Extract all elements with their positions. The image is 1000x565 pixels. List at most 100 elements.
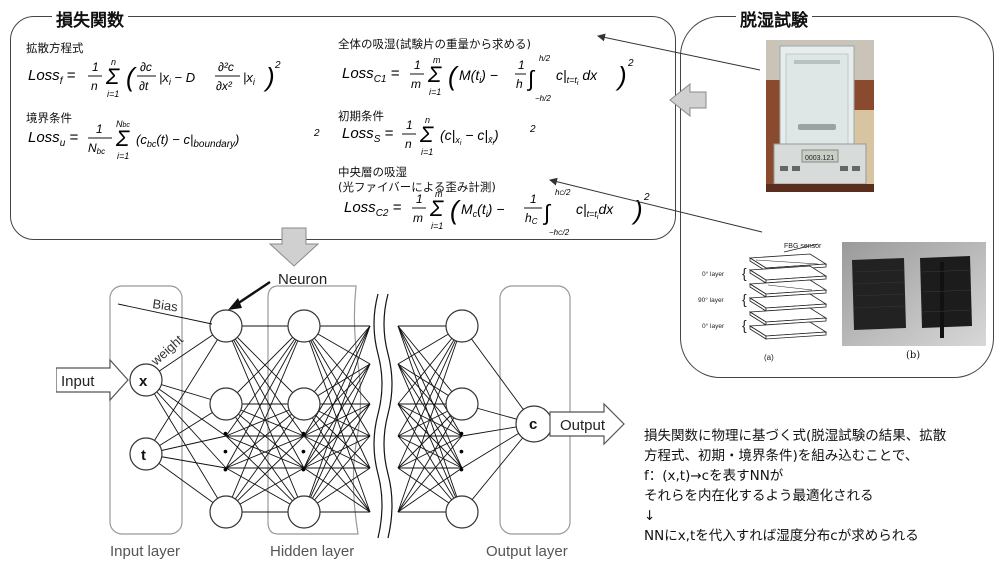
middle-layer-label: 中央層の吸湿 bbox=[338, 165, 407, 179]
ellipsis-dot: • bbox=[223, 425, 228, 441]
caption-a: (a) bbox=[764, 353, 774, 362]
connection-line bbox=[397, 325, 463, 513]
output-arrow bbox=[549, 402, 625, 446]
svg-text:∫: ∫ bbox=[542, 200, 552, 225]
connection-line bbox=[303, 325, 371, 513]
svg-text:i=1: i=1 bbox=[421, 147, 433, 157]
hidden-node bbox=[287, 309, 321, 343]
svg-text:n: n bbox=[425, 115, 430, 125]
svg-text:c|t=tidx: c|t=tidx bbox=[576, 201, 614, 221]
svg-text:2: 2 bbox=[643, 192, 650, 203]
caption-b: (b) bbox=[906, 350, 921, 361]
svg-text:): ) bbox=[615, 61, 627, 91]
svg-text:∂c: ∂c bbox=[140, 60, 152, 74]
specimen-photo bbox=[842, 242, 986, 346]
network-connections bbox=[145, 325, 535, 513]
connection-line bbox=[225, 403, 305, 469]
svg-text:2: 2 bbox=[274, 60, 281, 71]
svg-text:|xi: |xi bbox=[243, 70, 256, 87]
input-t-label: t bbox=[141, 447, 146, 464]
layer-label-top: 0° layer bbox=[702, 270, 725, 278]
connection-line bbox=[461, 423, 535, 513]
svg-text:i=1: i=1 bbox=[107, 89, 119, 99]
diffusion-label: 拡散方程式 bbox=[26, 41, 84, 55]
connection-line bbox=[225, 435, 305, 513]
hidden-node bbox=[445, 387, 479, 421]
neuron-arrow bbox=[233, 281, 271, 307]
hidden-node bbox=[209, 309, 243, 343]
note-line-1: 損失関数に物理に基づく式(脱湿試験の結果、拡散 bbox=[644, 428, 947, 444]
balance-display: 0003.121 bbox=[805, 155, 834, 162]
total-absorption-equation-graphic: LossC1 = 1 m Σ m i=1 ( M(ti) − 1 h ∫ h/2… bbox=[342, 54, 634, 103]
ellipsis-dot: • bbox=[223, 443, 228, 459]
svg-text:Σ: Σ bbox=[105, 64, 120, 89]
connection-line bbox=[225, 325, 305, 437]
svg-text:i=1: i=1 bbox=[431, 221, 443, 231]
diffusion-equation-graphic: Lossf = 1 n Σ n i=1 ( ∂c ∂t |xi − D ∂²c … bbox=[28, 57, 281, 99]
svg-text:1: 1 bbox=[518, 58, 525, 72]
svg-text:): ) bbox=[631, 195, 643, 225]
bias-label: Bias bbox=[152, 296, 180, 314]
ellipsis-dot: • bbox=[301, 425, 306, 441]
total-absorption-equation: LossC1 = 1 m Σ m i=1 ( M(ti) − 1 h ∫ h/2… bbox=[342, 52, 652, 108]
connection-line bbox=[303, 363, 371, 513]
connection-line bbox=[303, 435, 371, 469]
note-line-4: それらを内在化するよう最適化される bbox=[644, 488, 874, 504]
connection-line bbox=[397, 325, 463, 437]
explanation-notes: 損失関数に物理に基づく式(脱湿試験の結果、拡散 方程式、初期・境界条件)を組み込… bbox=[644, 426, 946, 546]
layer-label-middle: 90° layer bbox=[698, 296, 725, 304]
ellipsis-dot: • bbox=[223, 461, 228, 477]
output-label: Output bbox=[560, 417, 606, 434]
connection-line bbox=[397, 363, 463, 469]
svg-text:Σ: Σ bbox=[427, 62, 442, 87]
connection-line bbox=[145, 379, 227, 469]
input-node bbox=[129, 363, 163, 397]
neural-network-diagram: • • • • • • • • • Bias weight Neuron Input Outpu… bbox=[56, 271, 625, 560]
fbg-sensor-label: FBG sensor bbox=[784, 243, 822, 250]
network-nodes: • • • • • • • • • bbox=[129, 309, 553, 529]
initial-equation-graphic: LossS = 1 n Σ n i=1 (c|xi − c|x̄i) 2 bbox=[342, 115, 536, 157]
svg-text:Lossu =: Lossu = bbox=[28, 129, 78, 149]
svg-text:∂t: ∂t bbox=[139, 79, 149, 93]
neuron-label: Neuron bbox=[278, 271, 327, 288]
svg-text:m: m bbox=[413, 211, 423, 225]
break-lines bbox=[373, 293, 393, 539]
input-node bbox=[129, 437, 163, 471]
connection-line bbox=[397, 435, 463, 469]
connection-line bbox=[397, 363, 463, 513]
big-left-arrow bbox=[669, 82, 707, 118]
middle-layer-sublabel: (光ファイバーによる歪み計測) bbox=[338, 180, 496, 194]
connection-line bbox=[303, 325, 371, 405]
hidden-layer-caption: Hidden layer bbox=[270, 543, 354, 560]
output-c-label: c bbox=[529, 416, 537, 433]
hidden-layer-box bbox=[267, 285, 362, 535]
svg-text:h/2: h/2 bbox=[539, 54, 551, 63]
svg-text:M(ti) −: M(ti) − bbox=[459, 67, 498, 85]
ellipsis-dot: • bbox=[459, 461, 464, 477]
svg-text:Mc(ti) −: Mc(ti) − bbox=[461, 201, 504, 219]
connection-line bbox=[397, 435, 463, 513]
input-layer-caption: Input layer bbox=[110, 543, 180, 560]
initial-label: 初期条件 bbox=[338, 109, 384, 123]
hidden-node bbox=[287, 495, 321, 529]
svg-text:(: ( bbox=[126, 62, 137, 92]
svg-text:{: { bbox=[742, 317, 747, 333]
connection-line bbox=[397, 325, 463, 405]
loss-panel-title: 損失関数 bbox=[52, 6, 128, 31]
svg-text:1: 1 bbox=[416, 192, 423, 206]
boundary-label: 境界条件 bbox=[26, 111, 72, 125]
svg-text:1: 1 bbox=[92, 60, 99, 74]
connection-line bbox=[225, 403, 305, 513]
svg-text:m: m bbox=[435, 189, 443, 199]
input-label: Input bbox=[61, 373, 95, 390]
svg-text:1: 1 bbox=[406, 118, 413, 132]
note-line-2: 方程式、初期・境界条件)を組み込むことで、 bbox=[644, 448, 919, 464]
connection-line bbox=[303, 325, 371, 469]
connection-line bbox=[397, 363, 463, 437]
fbg-laminate-diagram: FBG sensor 0° layer 90° layer 0° layer {… bbox=[698, 243, 828, 362]
arrow-to-middle-layer bbox=[549, 177, 763, 233]
ellipsis-dot: • bbox=[459, 425, 464, 441]
connection-line bbox=[145, 325, 227, 455]
hidden-node bbox=[209, 495, 243, 529]
